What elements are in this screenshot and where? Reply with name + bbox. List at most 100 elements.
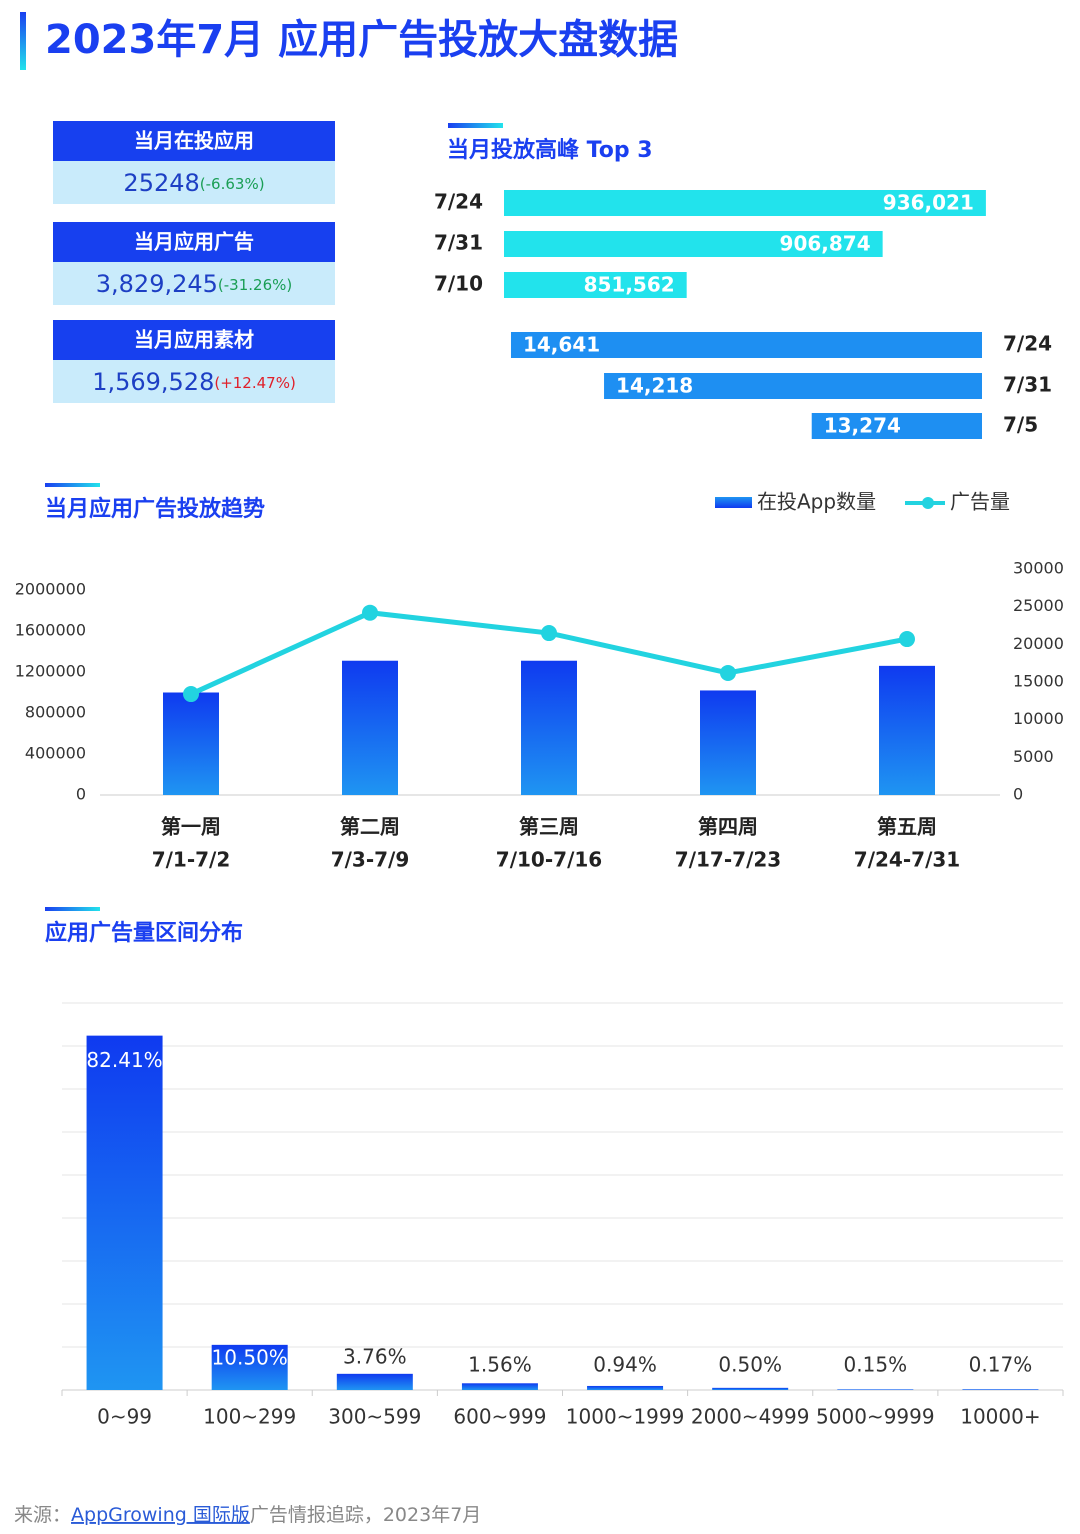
y-tick-label: 2000000	[15, 580, 86, 599]
source-link[interactable]: AppGrowing 国际版	[71, 1504, 250, 1526]
x-tick-label: 第五周	[877, 815, 937, 839]
card-value: 1,569,528(+12.47%)	[92, 368, 296, 396]
bar	[837, 1389, 914, 1390]
x-tick-label: 600~999	[453, 1405, 546, 1429]
card-body	[53, 161, 335, 204]
bar	[504, 190, 986, 216]
category-label: 7/5	[1003, 413, 1038, 437]
section-accent	[45, 483, 100, 487]
bar	[510, 332, 982, 358]
point	[541, 625, 557, 642]
bar	[521, 660, 577, 795]
category-label: 7/31	[434, 231, 483, 255]
source-suffix: 广告情报追踪，2023年7月	[250, 1504, 481, 1526]
legend-label: 在投App数量	[757, 490, 876, 514]
section-title: 应用广告量区间分布	[45, 920, 243, 946]
stat-change: (-31.26%)	[218, 276, 292, 294]
card-header	[53, 320, 335, 360]
category-label: 7/24	[434, 190, 483, 214]
point	[720, 664, 736, 681]
section-title: 当月投放高峰 Top 3	[447, 137, 653, 163]
x-tick-sublabel: 7/1-7/2	[152, 848, 231, 872]
y2-tick-label: 10000	[1013, 709, 1064, 728]
bar	[587, 1385, 664, 1390]
value-label: 0.50%	[718, 1353, 782, 1377]
bar	[86, 1035, 163, 1390]
bar	[504, 231, 883, 257]
y-tick-label: 800000	[25, 703, 86, 722]
value-label: 936,021	[883, 191, 974, 215]
x-tick-label: 10000+	[960, 1405, 1040, 1429]
y2-tick-label: 25000	[1013, 596, 1064, 615]
card-label: 当月应用广告	[134, 230, 254, 254]
card-body	[53, 360, 335, 403]
value-label: 82.41%	[86, 1048, 162, 1072]
section-title: 当月应用广告投放趋势	[45, 496, 265, 522]
section-accent	[448, 123, 503, 128]
y-tick-label: 0	[76, 785, 86, 804]
value-label: 10.50%	[212, 1345, 288, 1369]
card-value: 25248(-6.63%)	[123, 169, 264, 197]
source: 来源：AppGrowing 国际版广告情报追踪，2023年7月	[14, 1504, 481, 1526]
legend-label: 广告量	[950, 490, 1010, 514]
card-label: 当月在投应用	[134, 129, 254, 153]
card-header	[53, 121, 335, 161]
bar	[604, 373, 982, 399]
stat-change: (+12.47%)	[214, 374, 295, 392]
y-tick-label: 1600000	[15, 621, 86, 640]
card-label: 当月应用素材	[134, 328, 254, 352]
bar	[504, 272, 687, 298]
point	[362, 604, 378, 621]
x-tick-sublabel: 7/17-7/23	[675, 848, 781, 872]
x-tick-label: 第二周	[340, 815, 400, 839]
value-label: 0.94%	[593, 1353, 657, 1377]
x-tick-label: 0~99	[97, 1405, 152, 1429]
x-tick-label: 5000~9999	[816, 1405, 935, 1429]
legend-swatch	[715, 497, 752, 508]
card-header	[53, 222, 335, 262]
x-tick-sublabel: 7/10-7/16	[496, 848, 602, 872]
x-tick-label: 第四周	[698, 815, 758, 839]
bar	[211, 1344, 288, 1390]
y2-tick-label: 20000	[1013, 634, 1064, 653]
bar	[163, 692, 219, 795]
x-tick-label: 第一周	[161, 815, 221, 839]
bar	[962, 1389, 1039, 1390]
value-label: 851,562	[584, 273, 675, 297]
stat-value: 3,829,245	[96, 270, 218, 298]
y-tick-label: 400000	[25, 744, 86, 763]
page-title: 2023年7月 应用广告投放大盘数据	[45, 17, 678, 63]
stat-value: 1,569,528	[92, 368, 214, 396]
source-prefix: 来源：	[14, 1504, 71, 1526]
title-accent	[20, 12, 26, 70]
bar	[879, 665, 935, 795]
x-tick-label: 第三周	[519, 815, 579, 839]
x-tick-label: 100~299	[203, 1405, 296, 1429]
y2-tick-label: 0	[1013, 785, 1023, 804]
y-tick-label: 1200000	[15, 662, 86, 681]
stat-change: (-6.63%)	[200, 175, 265, 193]
bar	[811, 413, 982, 439]
x-tick-label: 300~599	[328, 1405, 421, 1429]
category-label: 7/24	[1003, 332, 1052, 356]
x-tick-label: 1000~1999	[566, 1405, 685, 1429]
point	[899, 631, 915, 648]
stat-cards: 当月在投应用 25248(-6.63%) 当月应用广告 3,829,245(-3…	[53, 121, 335, 403]
category-label: 7/10	[434, 272, 483, 296]
value-label: 1.56%	[468, 1353, 532, 1377]
value-label: 0.17%	[969, 1353, 1033, 1377]
y2-tick-label: 30000	[1013, 559, 1064, 578]
bar	[712, 1387, 789, 1390]
value-label: 14,641	[523, 333, 600, 357]
value-label: 14,218	[616, 374, 693, 398]
bar	[461, 1383, 538, 1390]
value-label: 13,274	[824, 414, 901, 438]
bar	[700, 690, 756, 795]
y2-tick-label: 15000	[1013, 672, 1064, 691]
bar	[336, 1373, 413, 1390]
value-label: 906,874	[780, 232, 871, 256]
stat-value: 25248	[123, 169, 199, 197]
point	[183, 686, 199, 703]
category-label: 7/31	[1003, 373, 1052, 397]
